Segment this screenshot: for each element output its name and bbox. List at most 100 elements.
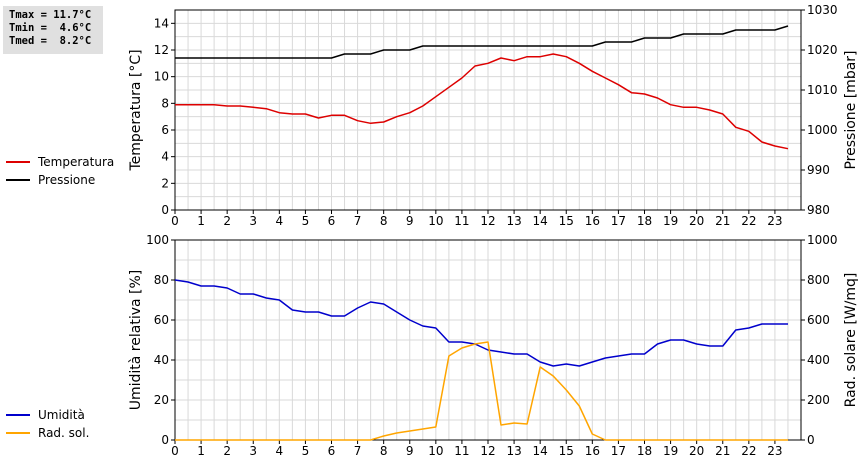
x-tick-label: 9	[406, 444, 414, 458]
y-tick-label-right: 1020	[807, 43, 838, 57]
legend-top: Temperatura Pressione	[6, 153, 114, 189]
x-tick-label: 22	[741, 444, 756, 458]
y-tick-label-left: 0	[161, 433, 169, 447]
y-axis-title-right: Pressione [mbar]	[843, 50, 859, 169]
legend-label-umidita: Umidità	[38, 408, 85, 422]
x-tick-label: 5	[302, 444, 310, 458]
y-tick-label-right: 600	[807, 313, 830, 327]
y-tick-label-right: 400	[807, 353, 830, 367]
y-tick-label-right: 0	[807, 433, 815, 447]
x-tick-label: 0	[171, 444, 179, 458]
y-tick-label-right: 980	[807, 203, 830, 217]
y-tick-label-left: 4	[161, 150, 169, 164]
x-tick-label: 7	[354, 444, 362, 458]
x-tick-label: 21	[715, 444, 730, 458]
x-tick-label: 0	[171, 214, 179, 228]
legend-label-pressione: Pressione	[38, 173, 96, 187]
y-tick-label-right: 990	[807, 163, 830, 177]
y-tick-label-left: 2	[161, 176, 169, 190]
x-tick-label: 11	[454, 214, 469, 228]
x-tick-label: 1	[197, 444, 205, 458]
x-tick-label: 19	[663, 214, 678, 228]
x-tick-label: 13	[506, 214, 521, 228]
x-tick-label: 21	[715, 214, 730, 228]
x-tick-label: 12	[480, 444, 495, 458]
legend-bottom: Umidità Rad. sol.	[6, 406, 89, 442]
series-line-rad-sol	[175, 341, 788, 441]
series-line-umidit	[174, 279, 788, 367]
x-tick-label: 10	[428, 214, 443, 228]
x-tick-label: 19	[663, 444, 678, 458]
y-tick-label-left: 20	[154, 393, 169, 407]
series-line-pressione	[175, 25, 789, 59]
legend-label-temperatura: Temperatura	[38, 155, 115, 169]
y-axis-title-left: Temperatura [°C]	[128, 49, 144, 171]
tmax-text: Tmax = 11.7°C	[9, 9, 92, 21]
x-tick-label: 6	[328, 214, 336, 228]
x-tick-label: 16	[585, 444, 600, 458]
y-tick-label-left: 0	[161, 203, 169, 217]
tmed-text: Tmed = 8.2°C	[9, 35, 92, 47]
x-tick-label: 14	[533, 214, 548, 228]
x-tick-label: 6	[328, 444, 336, 458]
x-tick-label: 23	[767, 444, 782, 458]
tmin-text: Tmin = 4.6°C	[9, 22, 92, 34]
x-tick-label: 16	[585, 214, 600, 228]
x-tick-label: 17	[611, 444, 626, 458]
x-tick-label: 8	[380, 444, 388, 458]
x-tick-label: 18	[637, 444, 652, 458]
x-tick-label: 23	[767, 214, 782, 228]
x-tick-label: 3	[249, 214, 257, 228]
y-tick-label-left: 6	[161, 123, 169, 137]
y-tick-label-left: 60	[154, 313, 169, 327]
y-tick-label-right: 1010	[807, 83, 838, 97]
y-tick-label-left: 100	[146, 233, 169, 247]
x-tick-label: 2	[223, 444, 231, 458]
x-tick-label: 8	[380, 214, 388, 228]
legend-item-temperatura: Temperatura	[6, 153, 114, 171]
legend-item-umidita: Umidità	[6, 406, 89, 424]
y-tick-label-right: 1000	[807, 123, 838, 137]
legend-swatch-temperatura	[6, 161, 30, 163]
x-tick-label: 5	[302, 214, 310, 228]
legend-swatch-pressione	[6, 179, 30, 181]
y-axis-title-left: Umidità relativa [%]	[128, 270, 144, 411]
y-tick-label-left: 10	[154, 70, 169, 84]
x-tick-label: 14	[533, 444, 548, 458]
x-tick-label: 20	[689, 444, 704, 458]
y-tick-label-left: 12	[154, 43, 169, 57]
x-tick-label: 15	[559, 444, 574, 458]
y-tick-label-right: 1000	[807, 233, 838, 247]
x-tick-label: 22	[741, 214, 756, 228]
legend-swatch-radsol	[6, 432, 30, 434]
legend-item-radsol: Rad. sol.	[6, 424, 89, 442]
x-tick-label: 18	[637, 214, 652, 228]
y-tick-label-left: 80	[154, 273, 169, 287]
y-tick-label-left: 14	[154, 16, 169, 30]
legend-item-pressione: Pressione	[6, 171, 114, 189]
x-tick-label: 11	[454, 444, 469, 458]
x-tick-label: 15	[559, 214, 574, 228]
y-tick-label-right: 1030	[807, 3, 838, 17]
series-line-temperatura	[175, 53, 789, 150]
x-tick-label: 7	[354, 214, 362, 228]
y-tick-label-right: 200	[807, 393, 830, 407]
x-tick-label: 3	[249, 444, 257, 458]
y-tick-label-right: 800	[807, 273, 830, 287]
x-tick-label: 17	[611, 214, 626, 228]
x-tick-label: 9	[406, 214, 414, 228]
legend-swatch-umidita	[6, 414, 30, 416]
x-tick-label: 2	[223, 214, 231, 228]
x-tick-label: 4	[276, 444, 284, 458]
x-tick-label: 13	[506, 444, 521, 458]
y-axis-title-right: Rad. solare [W/mq]	[843, 273, 859, 408]
x-tick-label: 12	[480, 214, 495, 228]
x-tick-label: 4	[276, 214, 284, 228]
x-tick-label: 10	[428, 444, 443, 458]
y-tick-label-left: 8	[161, 96, 169, 110]
x-tick-label: 1	[197, 214, 205, 228]
stats-box: Tmax = 11.7°C Tmin = 4.6°C Tmed = 8.2°C	[3, 6, 103, 54]
x-tick-label: 20	[689, 214, 704, 228]
legend-label-radsol: Rad. sol.	[38, 426, 90, 440]
